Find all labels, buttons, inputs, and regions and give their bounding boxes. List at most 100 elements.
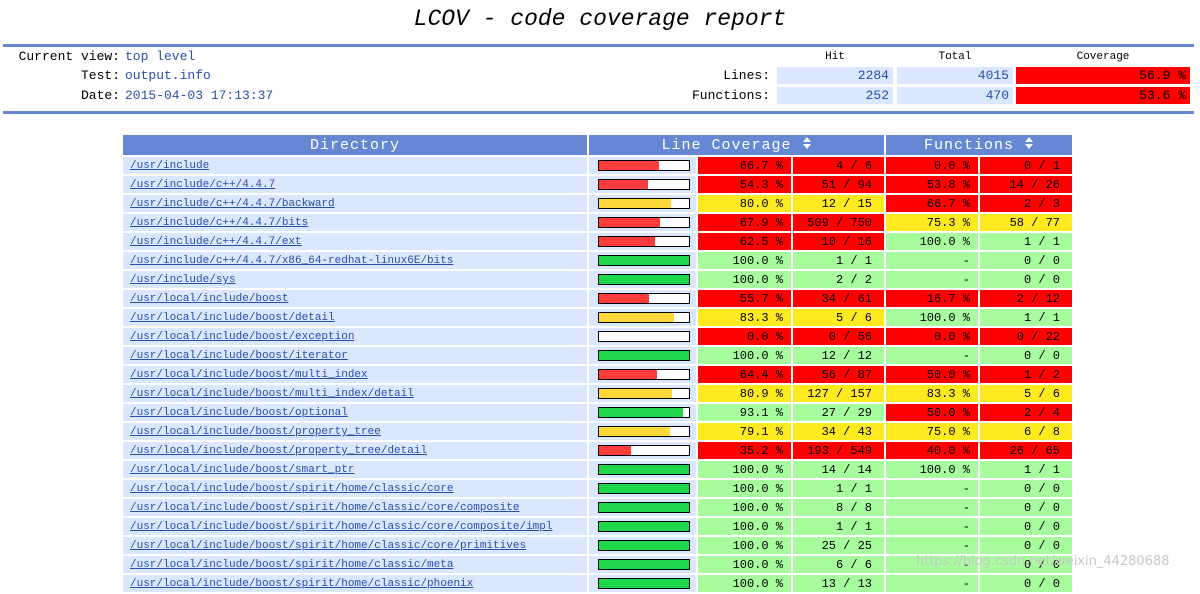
current-view[interactable]: top level — [125, 49, 196, 64]
dir-link[interactable]: /usr/include — [130, 160, 210, 172]
dir-link[interactable]: /usr/local/include/boost/spirit/home/cla… — [130, 483, 454, 495]
row: /usr/local/include/boost/spirit/home/cla… — [123, 556, 1072, 573]
col-header: Total — [938, 51, 972, 63]
bar-frame — [598, 521, 690, 532]
row: /usr/local/include/boost/spirit/home/cla… — [123, 499, 1072, 516]
bar-cell — [589, 157, 696, 174]
func-count: 58 / 77 — [980, 214, 1072, 231]
bar-cell — [589, 309, 696, 326]
func-rate: - — [886, 271, 978, 288]
row: /usr/local/include/boost/property_tree 79… — [123, 423, 1072, 440]
dir-link[interactable]: /usr/local/include/boost/spirit/home/cla… — [130, 502, 520, 514]
row: /usr/local/include/boost/property_tree/d… — [123, 442, 1072, 459]
coverage-bar — [599, 218, 661, 227]
col-header[interactable]: Line Coverage — [589, 135, 884, 155]
coverage-bar — [599, 484, 689, 493]
line-count: 1 / 1 — [793, 252, 884, 269]
func-rate: - — [886, 480, 978, 497]
lines-total: 4015 — [897, 67, 1013, 84]
watermark: https://blog.csdn.net/weixin_44280688 — [916, 554, 1170, 569]
dir-link[interactable]: /usr/local/include/boost/exception — [130, 331, 355, 343]
test: output.info — [125, 68, 211, 83]
func-count: 0 / 0 — [980, 271, 1072, 288]
bar-cell — [589, 214, 696, 231]
line-count: 12 / 12 — [793, 347, 884, 364]
dir-link[interactable]: /usr/local/include/boost/spirit/home/cla… — [130, 540, 527, 552]
line-rate: 100.0 % — [698, 537, 791, 554]
row: /usr/include/c++/4.4.7/backward 80.0 % 12 … — [123, 195, 1072, 212]
dir-link[interactable]: /usr/local/include/boost — [130, 293, 289, 305]
func-count: 0 / 22 — [980, 328, 1072, 345]
dir-cell: /usr/include/c++/4.4.7/ext — [123, 233, 587, 250]
line-count: 4 / 6 — [793, 157, 884, 174]
dir-cell: /usr/local/include/boost/spirit/home/cla… — [123, 575, 587, 592]
bar-cell — [589, 271, 696, 288]
bar-frame — [598, 198, 690, 209]
line-count: 193 / 549 — [793, 442, 884, 459]
dir-link[interactable]: /usr/local/include/boost/optional — [130, 407, 348, 419]
dir-link[interactable]: /usr/local/include/boost/smart_ptr — [130, 464, 355, 476]
bar-frame — [598, 464, 690, 475]
line-count: 14 / 14 — [793, 461, 884, 478]
func-count: 14 / 26 — [980, 176, 1072, 193]
row: /usr/local/include/boost/multi_index 64.4… — [123, 366, 1072, 383]
row: /usr/local/include/boost/detail 83.3 % 5 /… — [123, 309, 1072, 326]
dir-link[interactable]: /usr/local/include/boost/detail — [130, 312, 335, 324]
func-rate: 100.0 % — [886, 233, 978, 250]
bar-cell — [589, 480, 696, 497]
row: /usr/local/include/boost/iterator 100.0 %… — [123, 347, 1072, 364]
dir-link[interactable]: /usr/include/sys — [130, 274, 236, 286]
bar-cell — [589, 461, 696, 478]
dir-cell: /usr/local/include/boost/spirit/home/cla… — [123, 556, 587, 573]
dir-link[interactable]: /usr/local/include/boost/property_tree — [130, 426, 381, 438]
dir-cell: /usr/include — [123, 157, 587, 174]
row: /usr/include/c++/4.4.7/x86_64-redhat-lin… — [123, 252, 1072, 269]
sort-icon[interactable] — [802, 136, 812, 149]
dir-cell: /usr/local/include/boost/smart_ptr — [123, 461, 587, 478]
func-count: 1 / 1 — [980, 461, 1072, 478]
func-rate: - — [886, 252, 978, 269]
col-header[interactable]: Functions — [886, 135, 1072, 155]
func-rate: - — [886, 537, 978, 554]
dir-link[interactable]: /usr/local/include/boost/iterator — [130, 350, 348, 362]
row: /usr/local/include/boost/spirit/home/cla… — [123, 575, 1072, 592]
sort-icon[interactable] — [1024, 136, 1034, 149]
dir-link[interactable]: /usr/local/include/boost/spirit/home/cla… — [130, 578, 474, 590]
line-count: 56 / 87 — [793, 366, 884, 383]
dir-link[interactable]: /usr/local/include/boost/spirit/home/cla… — [130, 559, 454, 571]
func-rate: - — [886, 556, 978, 573]
dir-link[interactable]: /usr/include/c++/4.4.7/backward — [130, 198, 335, 210]
dir-link[interactable]: /usr/include/c++/4.4.7/x86_64-redhat-lin… — [130, 255, 454, 267]
func-count: 0 / 0 — [980, 499, 1072, 516]
bar-frame — [598, 388, 690, 399]
coverage-bar — [599, 161, 660, 170]
coverage-bar — [599, 560, 689, 569]
dir-cell: /usr/local/include/boost/property_tree/d… — [123, 442, 587, 459]
dir-link[interactable]: /usr/local/include/boost/multi_index/det… — [130, 388, 414, 400]
bar-cell — [589, 328, 696, 345]
bar-cell — [589, 252, 696, 269]
label: Test: — [80, 68, 120, 83]
dir-link[interactable]: /usr/local/include/boost/property_tree/d… — [130, 445, 428, 457]
coverage-bar — [599, 408, 683, 417]
func-count: 1 / 2 — [980, 366, 1072, 383]
bar-cell — [589, 347, 696, 364]
dir-cell: /usr/local/include/boost/multi_index/det… — [123, 385, 587, 402]
line-rate: 100.0 % — [698, 499, 791, 516]
dir-link[interactable]: /usr/include/c++/4.4.7/bits — [130, 217, 309, 229]
dir-link[interactable]: /usr/local/include/boost/spirit/home/cla… — [130, 521, 553, 533]
line-rate: 100.0 % — [698, 518, 791, 535]
line-count: 1 / 1 — [793, 518, 884, 535]
label: Lines: — [723, 68, 770, 83]
bar-cell — [589, 499, 696, 516]
func-count: 2 / 4 — [980, 404, 1072, 421]
line-count: 12 / 15 — [793, 195, 884, 212]
col-header-text: Functions — [923, 136, 1014, 154]
line-rate: 0.0 % — [698, 328, 791, 345]
dir-link[interactable]: /usr/local/include/boost/multi_index — [130, 369, 368, 381]
dir-link[interactable]: /usr/include/c++/4.4.7/ext — [130, 236, 302, 248]
dir-link[interactable]: /usr/include/c++/4.4.7 — [130, 179, 276, 191]
row: /usr/local/include/boost/smart_ptr 100.0 … — [123, 461, 1072, 478]
coverage-bar — [599, 275, 689, 284]
label: Functions: — [691, 88, 770, 103]
